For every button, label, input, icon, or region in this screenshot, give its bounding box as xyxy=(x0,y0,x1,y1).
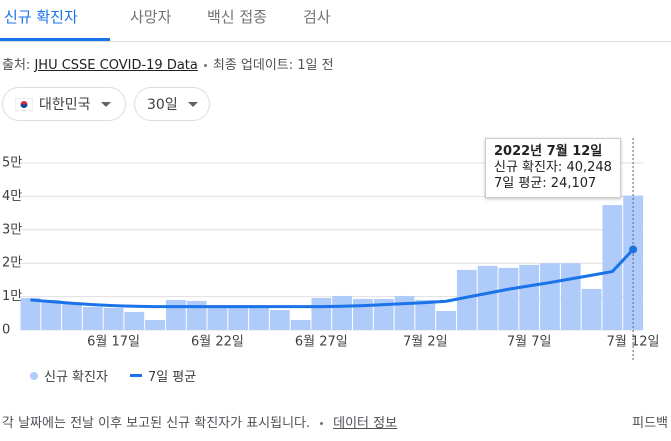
bar xyxy=(519,264,540,330)
bar xyxy=(498,267,519,330)
hover-point xyxy=(629,245,638,254)
y-tick-label: 3만 xyxy=(2,222,22,237)
tooltip-title: 2022년 7월 12일 xyxy=(494,144,603,159)
updated: 최종 업데이트: 1일 전 xyxy=(212,58,334,73)
bar xyxy=(415,299,436,330)
y-tick-label: 1만 xyxy=(2,289,22,304)
bar xyxy=(62,302,82,330)
tooltip: 2022년 7월 12일 신규 확진자: 40,248 7일 평균: 24,107 xyxy=(485,138,621,198)
bar xyxy=(602,205,623,330)
tab[interactable]: 신규 확진자 xyxy=(4,8,78,26)
bar xyxy=(165,299,186,330)
separator xyxy=(203,64,207,67)
tab-indicator xyxy=(0,38,110,41)
legend: 신규 확진자 7일 평균 xyxy=(30,366,196,385)
bar xyxy=(20,297,41,330)
x-tick-label: 7월 12일 xyxy=(607,335,660,350)
legend-swatch xyxy=(30,371,38,380)
bar xyxy=(332,295,353,330)
region-dropdown[interactable]: 대한민국 xyxy=(2,87,126,121)
region: 대한민국 xyxy=(39,97,91,113)
bar xyxy=(436,310,456,330)
x-tick-label: 6월 22일 xyxy=(191,335,244,350)
source-line: 출처: JHU CSSE COVID-19 Data 최종 업데이트: 1일 전 xyxy=(2,54,334,73)
legend-label: 신규 확진자 xyxy=(44,370,108,385)
bar xyxy=(207,307,228,330)
bar xyxy=(290,319,311,330)
x-tick-label: 6월 27일 xyxy=(295,335,348,350)
bar xyxy=(228,307,249,330)
x-tick-label: 7월 7일 xyxy=(507,335,552,350)
bar xyxy=(353,298,373,330)
bar xyxy=(456,269,477,330)
divider xyxy=(0,41,671,42)
flag xyxy=(15,97,33,111)
data-info-link[interactable]: 데이터 정보 xyxy=(333,416,398,431)
bar xyxy=(560,263,581,330)
y-tick-label: 5만 xyxy=(2,156,22,171)
tab[interactable]: 사망자 xyxy=(130,8,172,26)
bar xyxy=(373,298,394,330)
tooltip-line: 7일 평균: 24,107 xyxy=(494,176,597,191)
bar xyxy=(41,299,62,330)
bar xyxy=(394,295,415,330)
bar xyxy=(311,297,332,330)
average-line xyxy=(30,248,635,309)
feedback[interactable]: 피드백 xyxy=(632,416,668,431)
note: 각 날짜에는 전날 이후 보고된 신규 확진자가 표시됩니다. xyxy=(2,416,311,431)
bar xyxy=(249,307,269,330)
footer: 각 날짜에는 전날 이후 보고된 신규 확진자가 표시됩니다. 데이터 정보 피드백 xyxy=(2,412,668,431)
source-label: 출처: xyxy=(2,58,31,73)
tab[interactable]: 검사 xyxy=(303,8,331,26)
y-tick-label: 0 xyxy=(2,323,10,338)
bar xyxy=(103,307,124,330)
bar xyxy=(540,263,560,330)
period: 30일 xyxy=(147,97,178,113)
period-dropdown[interactable]: 30일 xyxy=(134,87,210,121)
legend-label: 7일 평균 xyxy=(147,370,197,385)
bar xyxy=(269,309,290,330)
bar xyxy=(477,265,498,330)
bar xyxy=(186,300,207,330)
x-tick-label: 6월 17일 xyxy=(87,335,140,350)
y-tick-label: 4만 xyxy=(2,189,22,204)
legend-swatch xyxy=(129,374,142,377)
chart: 0 1만 2만 3만 4만 5만 6월 17일 6월 22일 6월 27일 7월 2일 7월 7일 7… xyxy=(2,138,660,360)
source-link[interactable]: JHU CSSE COVID-19 Data xyxy=(34,58,198,73)
tab[interactable]: 백신 접종 xyxy=(207,8,267,26)
y-tick-label: 2만 xyxy=(2,256,22,271)
separator xyxy=(320,422,324,425)
x-tick-label: 7월 2일 xyxy=(403,335,448,350)
tooltip-line: 신규 확진자: 40,248 xyxy=(494,160,612,175)
bar xyxy=(82,306,103,330)
bar xyxy=(581,288,602,330)
bar xyxy=(145,319,165,330)
bar xyxy=(124,311,145,330)
